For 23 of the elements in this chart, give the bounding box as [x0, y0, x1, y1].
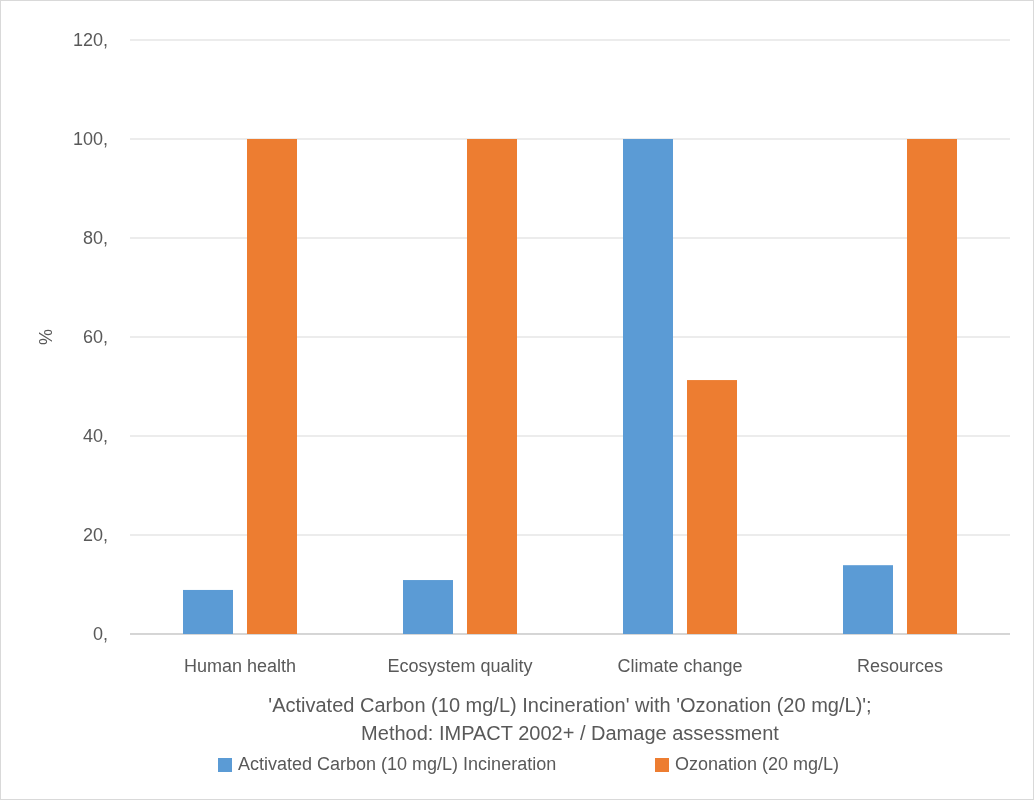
x-tick-label: Human health — [183, 656, 297, 676]
legend-label: Activated Carbon (10 mg/L) Incineration — [238, 754, 557, 774]
y-tick-label: 120, — [72, 30, 108, 51]
y-tick-label: 20, — [82, 525, 108, 546]
bar — [843, 565, 893, 634]
text: 'Activated Carbon (10 mg/L) Incineration' with 'Ozonation (20 mg/L)'; Method: IMPACT 2002+ / Damage assessment — [268, 694, 872, 744]
y-tick-label: 0, — [92, 624, 108, 645]
y-tick-label: 80, — [82, 228, 108, 249]
bar — [183, 589, 233, 634]
y-tick-label: 60, — [82, 327, 108, 348]
legend-label: Ozonation (20 mg/L) — [675, 754, 840, 774]
bar — [403, 580, 453, 634]
x-tick-label: Climate change — [617, 656, 743, 676]
y-tick-label: 100, — [72, 129, 108, 150]
x-tick-label: Resources — [856, 656, 944, 676]
bar — [467, 139, 517, 634]
y-axis-title: % — [36, 328, 56, 346]
bar — [623, 139, 673, 634]
bar — [247, 139, 297, 634]
bar — [907, 139, 957, 634]
bar — [687, 380, 737, 634]
x-tick-label: Ecosystem quality — [387, 656, 533, 676]
y-tick-label: 40, — [82, 426, 108, 447]
